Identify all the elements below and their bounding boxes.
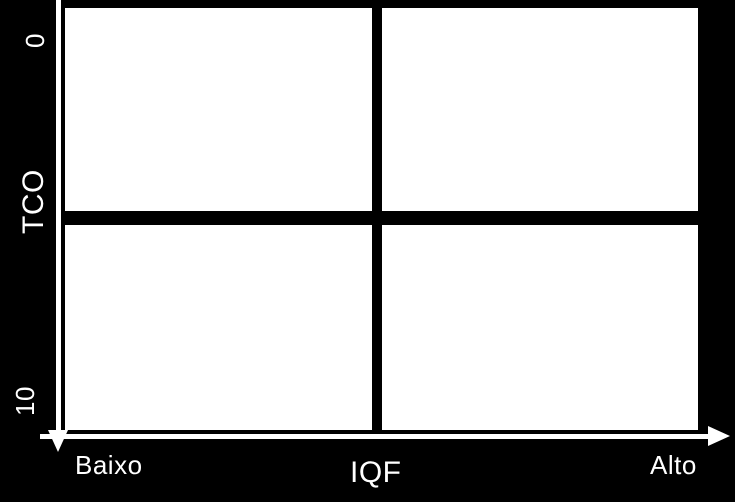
y-tick-top: 0 [20, 33, 51, 48]
quadrant-chart: 0 TCO 10 Baixo IQF Alto [0, 0, 735, 502]
x-low-label: Baixo [75, 450, 143, 481]
y-axis-arrow-icon [48, 430, 68, 452]
y-axis-line [56, 0, 61, 438]
x-axis-arrow-icon [708, 426, 730, 446]
quadrant-bottom-left [65, 225, 372, 430]
x-axis-title: IQF [350, 456, 402, 490]
x-axis-line [40, 434, 708, 439]
quadrant-bottom-right [382, 225, 698, 430]
y-axis-title: TCO [17, 169, 51, 234]
quadrant-top-right [382, 8, 698, 211]
y-tick-bottom: 10 [10, 386, 41, 416]
quadrant-top-left [65, 8, 372, 211]
x-high-label: Alto [650, 450, 697, 481]
